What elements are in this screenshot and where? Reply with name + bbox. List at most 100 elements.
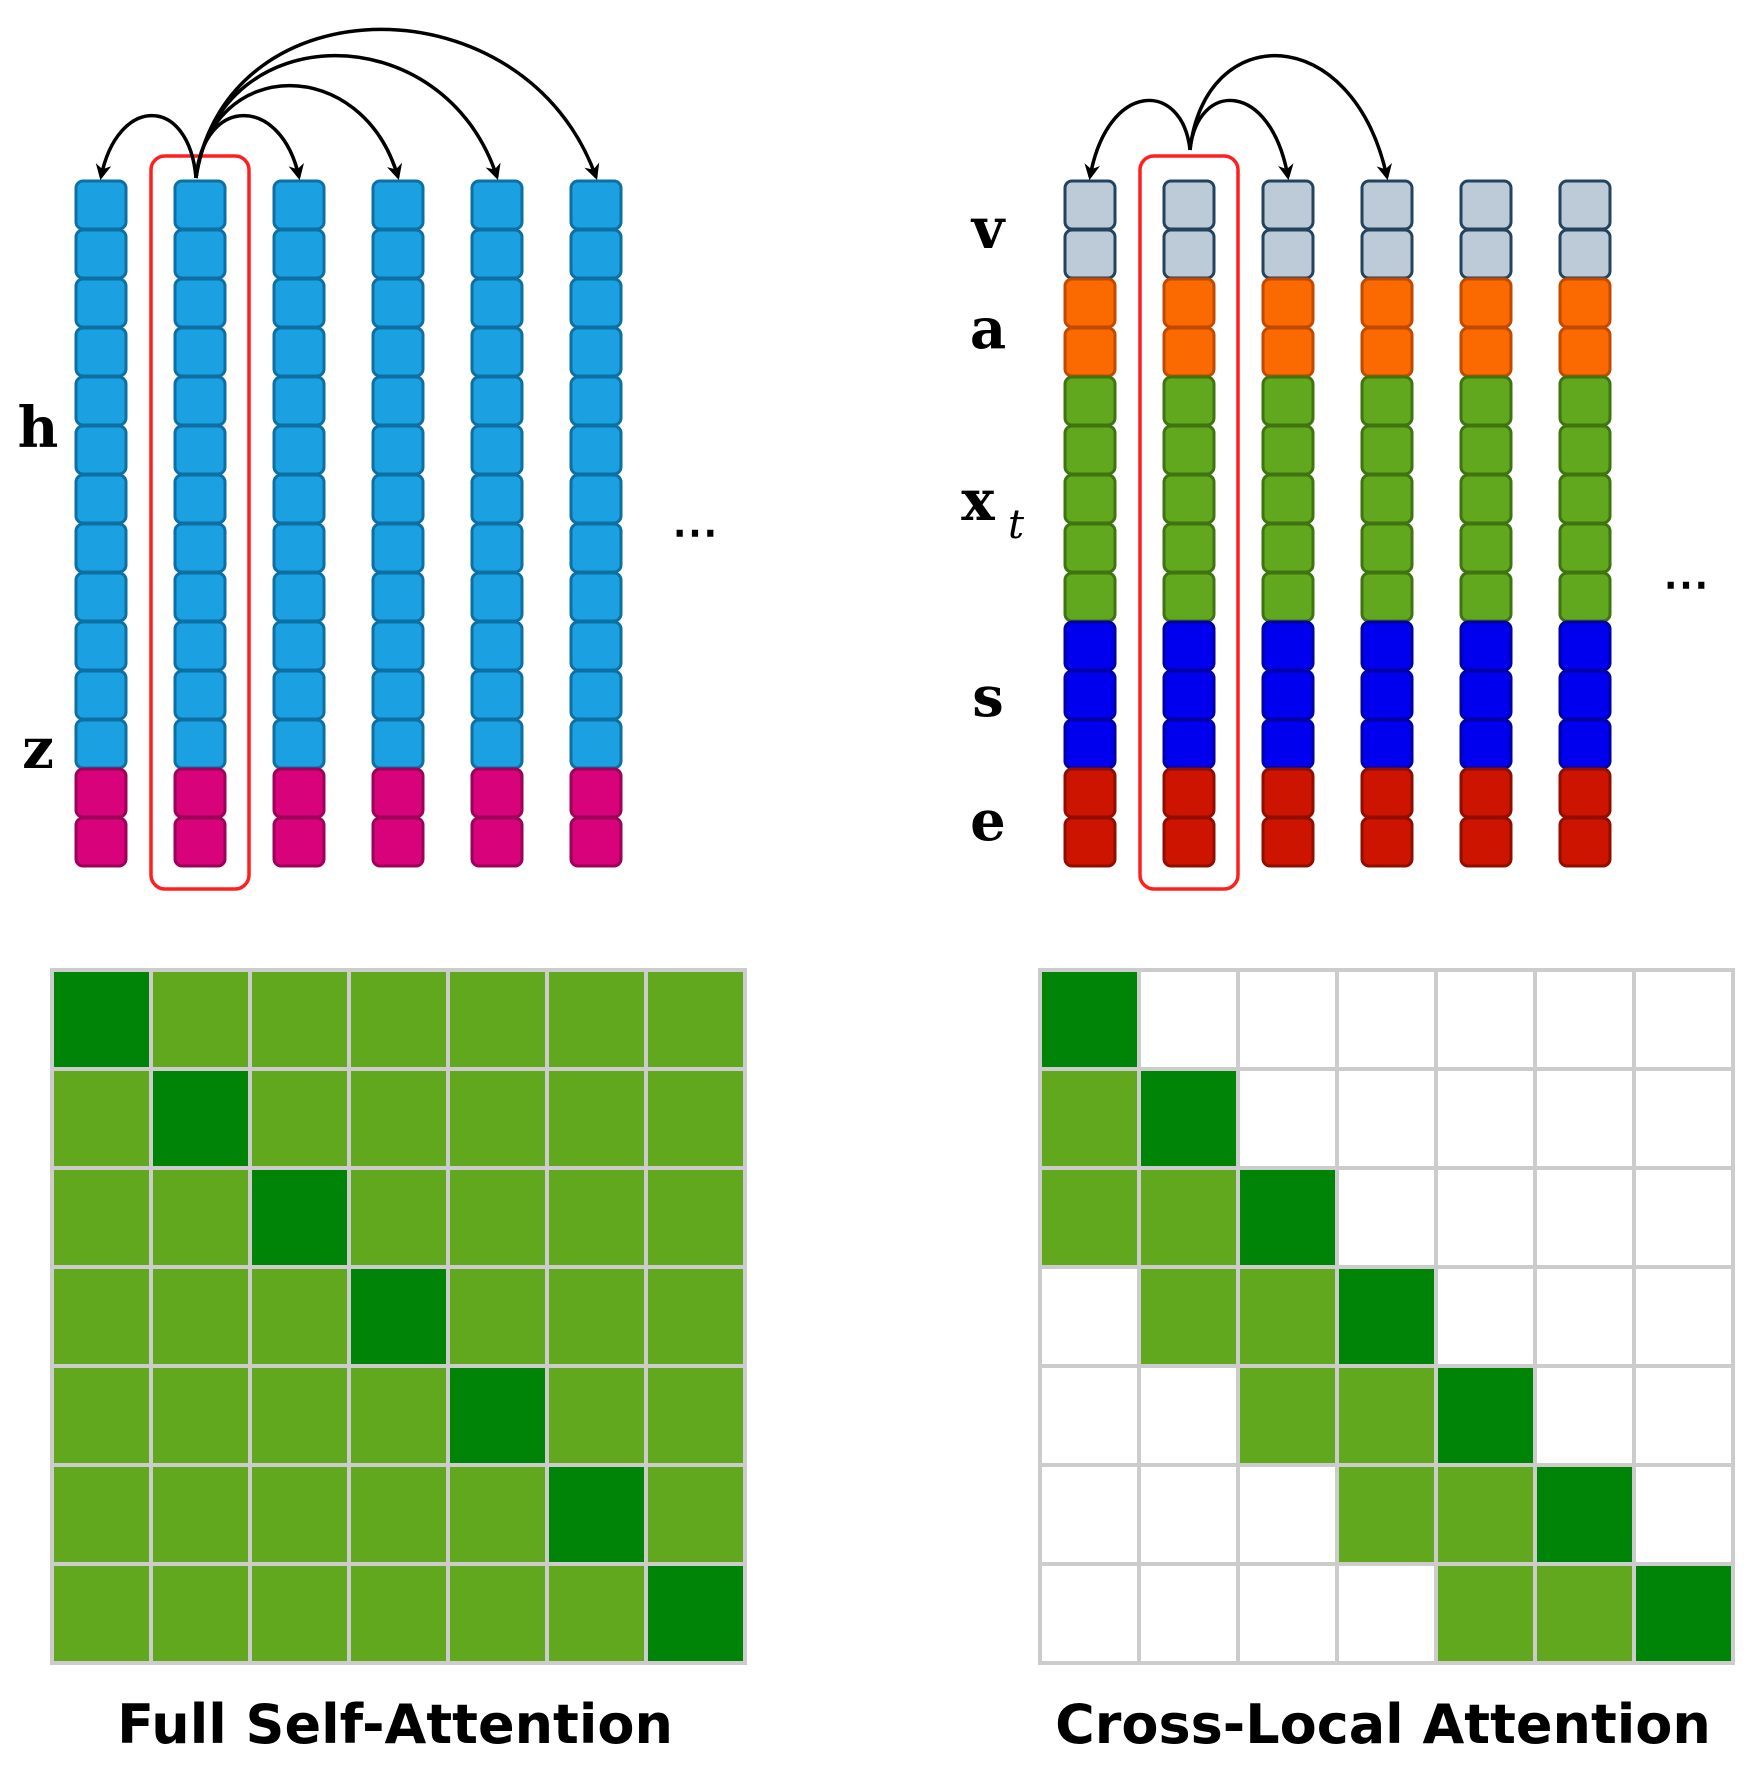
label-z: z <box>22 716 54 782</box>
token-cell-a <box>1063 326 1117 378</box>
token-cell-h <box>470 228 524 280</box>
matrix-cell-empty <box>1335 1067 1438 1170</box>
token-cell-h <box>371 473 425 525</box>
token-column-4 <box>1459 179 1513 868</box>
matrix-cell-empty <box>1632 1364 1735 1467</box>
token-cell-v <box>1360 228 1414 280</box>
label-x-subscript: t <box>1008 502 1025 548</box>
token-cell-v <box>1063 179 1117 231</box>
token-cell-x <box>1558 473 1612 525</box>
matrix-cell-diagonal <box>1038 968 1141 1071</box>
token-cell-h <box>371 277 425 329</box>
token-cell-v <box>1459 228 1513 280</box>
token-cell-a <box>1459 326 1513 378</box>
matrix-cell-attended <box>545 1067 648 1170</box>
matrix-cell-empty <box>1236 1562 1339 1665</box>
token-cell-h <box>272 375 326 427</box>
matrix-cell-attended <box>248 1067 351 1170</box>
token-column-3 <box>1360 179 1414 868</box>
token-cell-e <box>1063 816 1117 868</box>
token-cell-h <box>371 375 425 427</box>
matrix-cell-attended <box>50 1265 153 1368</box>
token-cell-h <box>470 375 524 427</box>
matrix-cell-empty <box>1038 1265 1141 1368</box>
token-cell-a <box>1261 326 1315 378</box>
token-cell-h <box>470 326 524 378</box>
left-attention-arrows <box>95 27 600 181</box>
token-cell-h <box>569 620 623 672</box>
matrix-cell-attended <box>149 968 252 1071</box>
caption-cross-local-attention: Cross-Local Attention <box>1055 1693 1711 1756</box>
token-cell-h <box>371 228 425 280</box>
matrix-cell-attended <box>644 1166 747 1269</box>
matrix-cell-empty <box>1335 968 1438 1071</box>
matrix-cell-attended <box>446 968 549 1071</box>
token-column-2 <box>1261 179 1315 868</box>
right-attention-arrows <box>1084 53 1392 181</box>
token-cell-e <box>1459 816 1513 868</box>
matrix-cell-diagonal <box>1632 1562 1735 1665</box>
matrix-cell-empty <box>1533 968 1636 1071</box>
token-cell-s <box>1261 718 1315 770</box>
token-column-5 <box>569 179 623 868</box>
token-cell-z <box>272 816 326 868</box>
token-cell-x <box>1162 571 1216 623</box>
token-cell-h <box>272 620 326 672</box>
token-cell-v <box>1558 179 1612 231</box>
token-cell-a <box>1162 277 1216 329</box>
token-cell-x <box>1162 473 1216 525</box>
token-cell-h <box>470 718 524 770</box>
token-cell-z <box>569 816 623 868</box>
token-cell-x <box>1558 571 1612 623</box>
token-cell-s <box>1558 620 1612 672</box>
token-cell-h <box>470 277 524 329</box>
token-cell-h <box>173 718 227 770</box>
token-cell-x <box>1063 375 1117 427</box>
matrix-cell-attended <box>149 1463 252 1566</box>
token-cell-h <box>272 571 326 623</box>
token-cell-x <box>1360 522 1414 574</box>
token-cell-h <box>74 620 128 672</box>
token-cell-h <box>272 522 326 574</box>
token-cell-x <box>1459 424 1513 476</box>
token-cell-h <box>173 326 227 378</box>
token-cell-h <box>173 179 227 231</box>
token-cell-h <box>470 179 524 231</box>
matrix-cell-attended <box>1335 1364 1438 1467</box>
token-cell-e <box>1261 767 1315 819</box>
token-column-5 <box>1558 179 1612 868</box>
token-cell-s <box>1459 669 1513 721</box>
matrix-cell-empty <box>1632 1463 1735 1566</box>
matrix-cell-diagonal <box>446 1364 549 1467</box>
token-cell-s <box>1162 718 1216 770</box>
token-column-0 <box>74 179 128 868</box>
token-column-1 <box>1162 179 1216 868</box>
token-cell-e <box>1063 767 1117 819</box>
matrix-cell-attended <box>347 968 450 1071</box>
token-cell-z <box>173 767 227 819</box>
left-token-columns <box>74 179 623 868</box>
matrix-cell-attended <box>1434 1562 1537 1665</box>
token-cell-v <box>1261 179 1315 231</box>
token-cell-x <box>1558 522 1612 574</box>
matrix-cell-empty <box>1632 1166 1735 1269</box>
token-cell-e <box>1459 767 1513 819</box>
matrix-cell-empty <box>1434 1166 1537 1269</box>
matrix-cell-empty <box>1434 968 1537 1071</box>
token-cell-h <box>272 228 326 280</box>
token-cell-h <box>74 326 128 378</box>
matrix-cell-attended <box>545 1562 648 1665</box>
token-cell-h <box>371 669 425 721</box>
matrix-cell-diagonal <box>1434 1364 1537 1467</box>
matrix-cell-empty <box>1236 1067 1339 1170</box>
token-cell-h <box>173 375 227 427</box>
token-cell-h <box>272 179 326 231</box>
matrix-cell-attended <box>248 968 351 1071</box>
token-cell-h <box>371 424 425 476</box>
token-cell-a <box>1360 277 1414 329</box>
token-cell-a <box>1261 277 1315 329</box>
matrix-cell-attended <box>1137 1265 1240 1368</box>
label-x: x <box>961 468 995 534</box>
token-cell-h <box>569 375 623 427</box>
token-cell-v <box>1162 228 1216 280</box>
